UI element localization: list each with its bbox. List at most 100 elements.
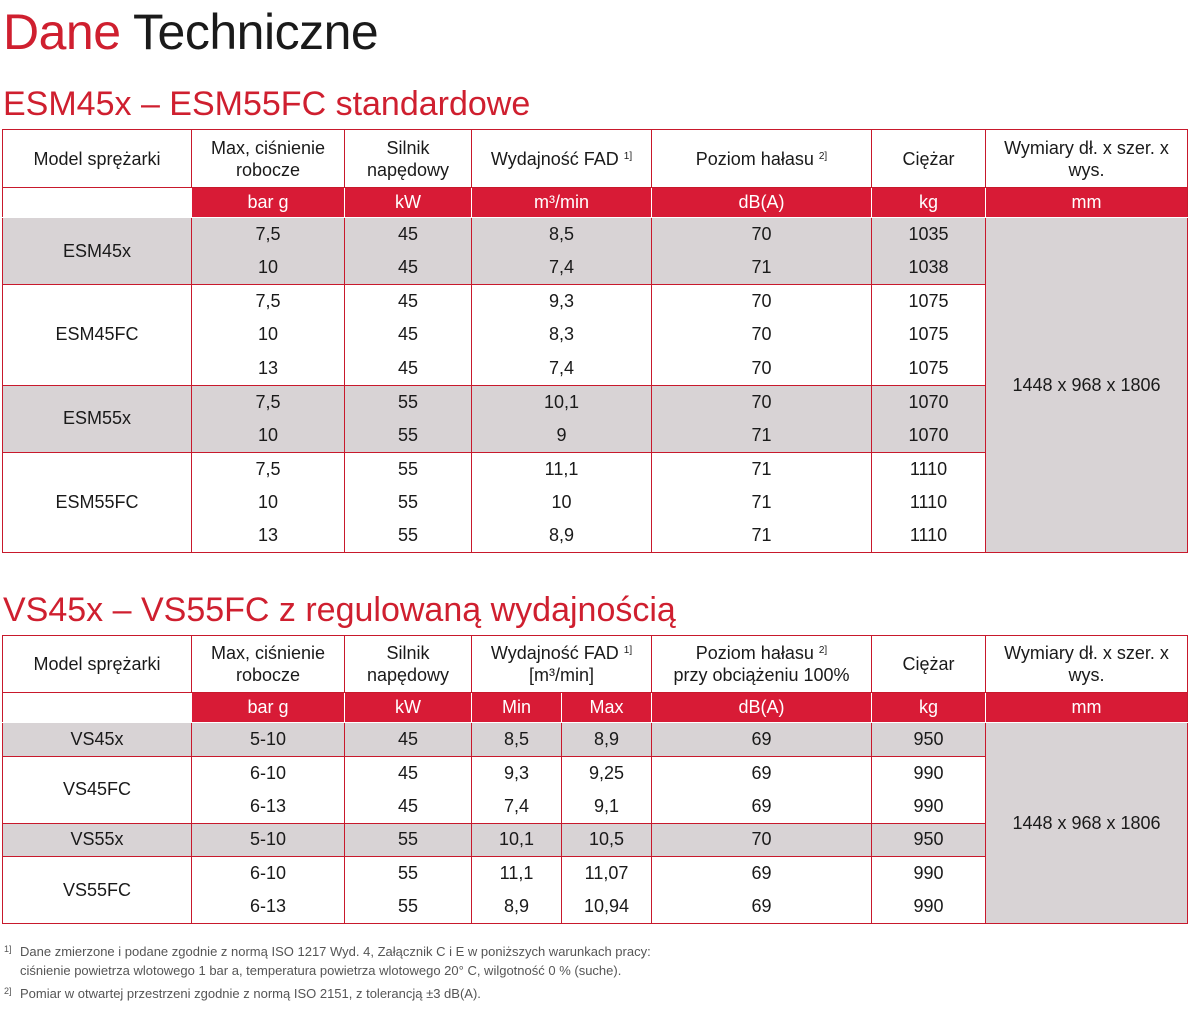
noise-cell: 70 <box>651 385 872 419</box>
footnotes: 1] Dane zmierzone i podane zgodnie z norm… <box>4 942 1184 1007</box>
model-cell: VS45x <box>2 722 192 757</box>
weight-cell: 1075 <box>871 351 986 386</box>
pressure-cell: 7,5 <box>191 385 345 419</box>
noise-cell: 71 <box>651 519 872 553</box>
weight-cell: 1075 <box>871 284 986 318</box>
page-title-part1: Dane <box>3 4 121 60</box>
weight-cell: 950 <box>871 722 986 757</box>
pressure-cell: 5-10 <box>191 722 345 757</box>
weight-cell: 990 <box>871 789 986 824</box>
noise-cell: 71 <box>651 251 872 285</box>
table1-title: ESM45x – ESM55FC standardowe <box>3 85 531 123</box>
fad-cell: 8,3 <box>471 318 652 352</box>
max-cell: 9,25 <box>561 756 652 790</box>
min-cell: 10,1 <box>471 823 562 857</box>
table-row: ESM45x 7,5 45 8,5 70 1035 1448 x 968 x 1806 <box>2 217 1188 553</box>
pressure-cell: 6-13 <box>191 890 345 924</box>
unit-motor: kW <box>344 692 472 723</box>
noise-cell: 71 <box>651 452 872 486</box>
fad-cell: 8,5 <box>471 217 652 251</box>
table2-title: VS45x – VS55FC z regulowaną wydajnością <box>3 591 676 629</box>
pressure-cell: 10 <box>191 418 345 453</box>
motor-cell: 55 <box>344 485 472 519</box>
table-row: VS55x 5-10 55 10,1 10,5 70 950 <box>2 823 1188 857</box>
unit-dimensions: mm <box>985 692 1188 723</box>
noise-cell: 70 <box>651 284 872 318</box>
weight-cell: 950 <box>871 823 986 857</box>
table-row: ESM55x 7,5 55 10,1 70 1070 <box>2 385 1188 453</box>
unit-noise: dB(A) <box>651 187 872 218</box>
pressure-cell: 6-10 <box>191 756 345 790</box>
unit-weight: kg <box>871 187 986 218</box>
footnote: 2] Pomiar w otwartej przestrzeni zgodnie … <box>4 984 1184 1003</box>
unit-pressure: bar g <box>191 187 345 218</box>
fad-cell: 11,1 <box>471 452 652 486</box>
footnote-mark: 1] <box>4 944 12 954</box>
table-row: 13 45 7,4 70 1075 <box>3 351 1188 386</box>
footnote-text: ciśnienie powietrza wlotowego 1 bar a, t… <box>20 963 622 978</box>
min-cell: 9,3 <box>471 756 562 790</box>
weight-cell: 1110 <box>871 519 986 553</box>
max-cell: 10,5 <box>561 823 652 857</box>
pressure-cell: 10 <box>191 318 345 352</box>
motor-cell: 45 <box>344 318 472 352</box>
fad-cell: 10 <box>471 485 652 519</box>
header-noise: Poziom hałasu 2] przy obciążeniu 100% <box>651 635 872 693</box>
pressure-cell: 5-10 <box>191 823 345 857</box>
motor-cell: 45 <box>344 284 472 318</box>
table-row: 13 55 8,9 71 1110 <box>3 519 1188 553</box>
noise-cell: 69 <box>651 856 872 890</box>
spec-table-variable: Model sprężarki Max, ciśnienie robocze S… <box>2 635 1188 924</box>
pressure-cell: 6-13 <box>191 789 345 824</box>
motor-cell: 45 <box>344 756 472 790</box>
table-row: 10 55 10 71 1110 <box>3 485 1188 519</box>
header-fad: Wydajność FAD 1] [m³/min] <box>471 635 652 693</box>
pressure-cell: 7,5 <box>191 284 345 318</box>
noise-cell: 69 <box>651 890 872 924</box>
min-cell: 8,5 <box>471 722 562 757</box>
model-cell: ESM55FC <box>2 452 192 553</box>
table-row: VS45FC 6-10 45 9,3 9,25 69 990 <box>2 756 1188 824</box>
min-cell: 11,1 <box>471 856 562 890</box>
motor-cell: 55 <box>344 856 472 890</box>
header-pressure: Max, ciśnienie robocze <box>191 635 345 693</box>
noise-cell: 69 <box>651 722 872 757</box>
max-cell: 8,9 <box>561 722 652 757</box>
unit-pressure: bar g <box>191 692 345 723</box>
weight-cell: 990 <box>871 856 986 890</box>
noise-cell: 70 <box>651 217 872 251</box>
motor-cell: 45 <box>344 251 472 285</box>
noise-cell: 69 <box>651 756 872 790</box>
spec-table-standard: Model sprężarki Max, ciśnienie robocze S… <box>2 129 1188 553</box>
weight-cell: 1075 <box>871 318 986 352</box>
pressure-cell: 7,5 <box>191 452 345 486</box>
pressure-cell: 7,5 <box>191 217 345 251</box>
unit-fad-min: Min <box>471 692 562 723</box>
motor-cell: 55 <box>344 823 472 857</box>
footnote-text: Pomiar w otwartej przestrzeni zgodnie z … <box>20 986 481 1001</box>
motor-cell: 45 <box>344 722 472 757</box>
pressure-cell: 10 <box>191 251 345 285</box>
motor-cell: 55 <box>344 385 472 419</box>
model-cell: VS55FC <box>2 856 192 924</box>
header-weight: Ciężar <box>871 635 986 693</box>
motor-cell: 55 <box>344 452 472 486</box>
table-row: ESM55FC 7,5 55 11,1 71 1110 <box>2 452 1188 553</box>
header-noise: Poziom hałasu 2] <box>651 129 872 188</box>
pressure-cell: 6-10 <box>191 856 345 890</box>
weight-cell: 990 <box>871 756 986 790</box>
noise-cell: 69 <box>651 789 872 824</box>
min-cell: 8,9 <box>471 890 562 924</box>
noise-cell: 71 <box>651 418 872 453</box>
header-dimensions: Wymiary dł. x szer. x wys. <box>985 129 1188 188</box>
header-motor: Silnik napędowy <box>344 635 472 693</box>
header-dimensions: Wymiary dł. x szer. x wys. <box>985 635 1188 693</box>
max-cell: 11,07 <box>561 856 652 890</box>
motor-cell: 55 <box>344 519 472 553</box>
noise-cell: 70 <box>651 318 872 352</box>
pressure-cell: 13 <box>191 519 345 553</box>
table-row: 10 45 7,4 71 1038 <box>3 251 1188 285</box>
header-model: Model sprężarki <box>2 635 192 693</box>
noise-cell: 70 <box>651 351 872 386</box>
table-row: 10 45 8,3 70 1075 <box>3 318 1188 352</box>
